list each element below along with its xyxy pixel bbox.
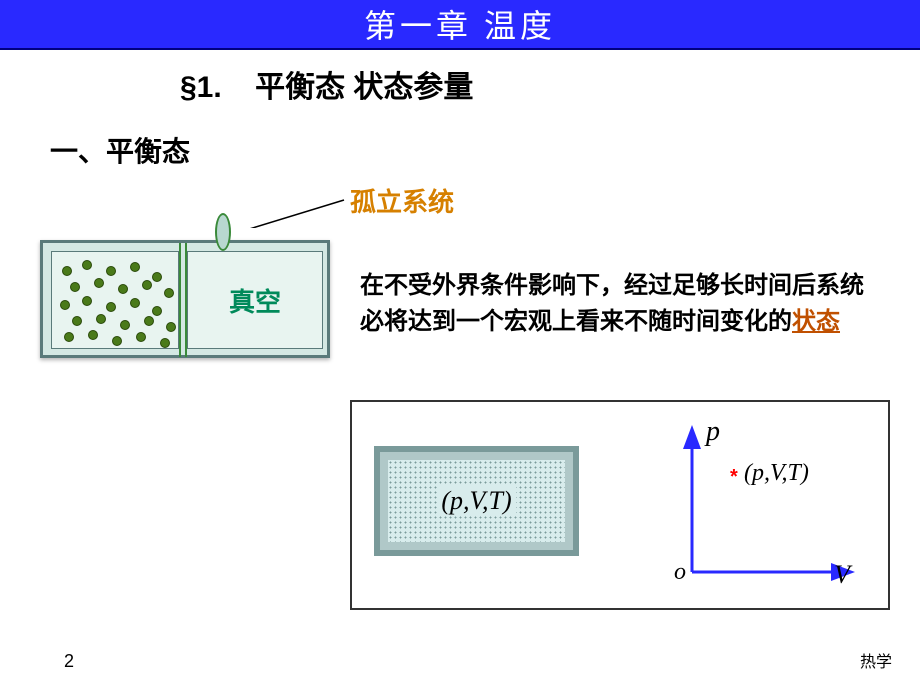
section-name: 平衡态 状态参量 <box>255 71 473 104</box>
gas-particle <box>64 332 74 342</box>
state-keyword: 状态 <box>792 308 840 335</box>
chapter-title: 第一章 温度 <box>364 1 556 47</box>
section-number: §1. <box>180 71 222 104</box>
chapter-header: 第一章 温度 <box>0 0 920 50</box>
gas-particle <box>120 320 130 330</box>
leader-line <box>246 188 346 228</box>
pv-graph: p o V * (p,V,T) <box>648 422 858 592</box>
gas-particle <box>136 332 146 342</box>
gas-particle <box>142 280 152 290</box>
gas-particle <box>164 288 174 298</box>
gas-particle <box>88 330 98 340</box>
vacuum-chamber: 真空 <box>187 251 323 349</box>
pvt-system-box: (p,V,T) <box>374 446 579 556</box>
gas-particle <box>106 302 116 312</box>
isolated-system-label: 孤立系统 <box>350 182 454 219</box>
state-diagram-frame: (p,V,T) p o V * (p,V,T) <box>350 400 890 610</box>
gas-particle <box>96 314 106 324</box>
p-axis-label: p <box>706 416 720 448</box>
subheading: 一、平衡态 <box>50 130 190 170</box>
v-axis-label: V <box>834 560 850 590</box>
gas-chamber <box>51 251 179 349</box>
definition-prefix: 在不受外界条件影响下，经过足够长时间后系统必将达到一个宏观上看来不随时间变化的 <box>360 272 864 335</box>
gas-particle <box>160 338 170 348</box>
gas-particle <box>62 266 72 276</box>
footer-subject: 热学 <box>860 648 892 672</box>
gas-particle <box>144 316 154 326</box>
gas-particle <box>106 266 116 276</box>
gas-particle <box>82 260 92 270</box>
page-number: 2 <box>64 651 74 672</box>
gas-particle <box>82 296 92 306</box>
gas-particle <box>70 282 80 292</box>
pvt-formula: (p,V,T) <box>437 486 515 516</box>
gas-particle <box>152 272 162 282</box>
origin-label: o <box>674 559 686 586</box>
gas-particle <box>60 300 70 310</box>
gas-particle <box>118 284 128 294</box>
gas-container: 真空 <box>40 240 330 358</box>
state-point-label: (p,V,T) <box>744 460 809 487</box>
gas-particle <box>94 278 104 288</box>
section-title: §1. 平衡态 状态参量 <box>180 62 473 106</box>
vacuum-label: 真空 <box>229 282 281 319</box>
gas-particle <box>72 316 82 326</box>
definition-text: 在不受外界条件影响下，经过足够长时间后系统必将达到一个宏观上看来不随时间变化的状… <box>360 268 880 340</box>
gas-particle <box>166 322 176 332</box>
valve-icon <box>215 213 231 251</box>
gas-particle <box>152 306 162 316</box>
divider <box>179 243 181 357</box>
state-point-marker: * <box>730 466 738 489</box>
gas-particle <box>130 262 140 272</box>
gas-particle <box>130 298 140 308</box>
gas-particle <box>112 336 122 346</box>
